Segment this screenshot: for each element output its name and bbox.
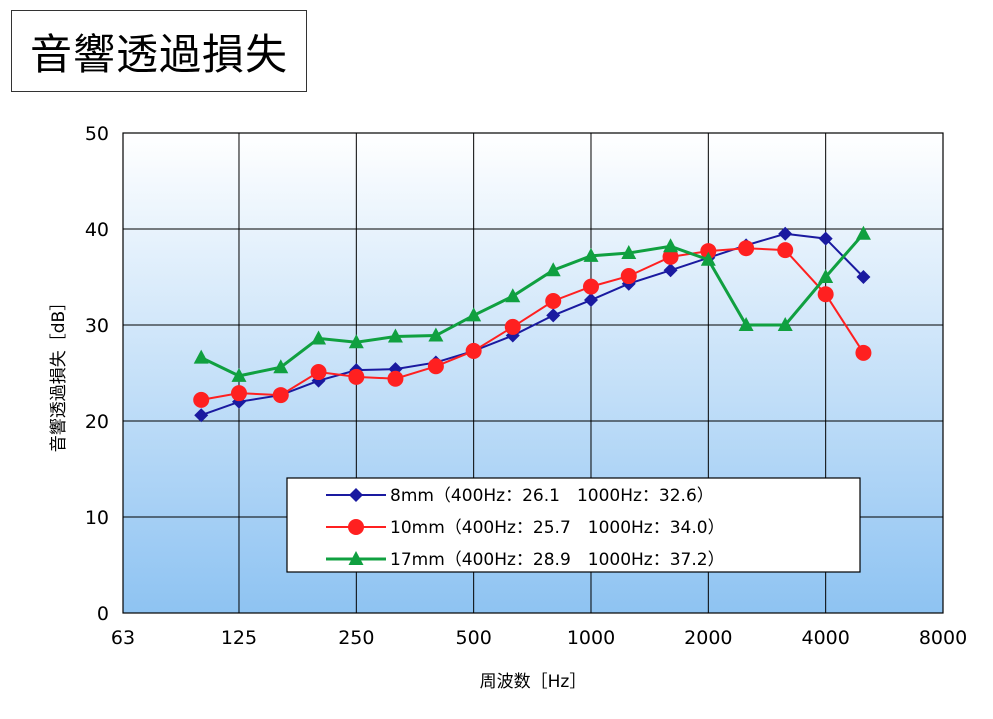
data-point bbox=[856, 270, 871, 284]
data-point bbox=[818, 231, 833, 246]
data-point bbox=[504, 318, 521, 335]
chart-title: 音響透過損失 bbox=[29, 29, 288, 79]
y-tick-label: 0 bbox=[97, 603, 109, 625]
data-point bbox=[583, 247, 599, 262]
data-point bbox=[193, 391, 210, 408]
series-3 bbox=[193, 225, 871, 382]
x-tick-label: 500 bbox=[456, 627, 492, 649]
data-point bbox=[311, 330, 327, 345]
data-point bbox=[428, 327, 444, 342]
data-point bbox=[620, 268, 637, 285]
data-point bbox=[231, 367, 247, 382]
data-point bbox=[855, 225, 871, 240]
data-point bbox=[818, 269, 834, 283]
x-tick-labels: 63 125 250 500 1000 2000 4000 8000 bbox=[111, 627, 967, 649]
data-point bbox=[427, 358, 444, 375]
data-point bbox=[663, 263, 678, 278]
x-tick-label: 4000 bbox=[801, 627, 849, 649]
data-point bbox=[662, 248, 679, 265]
data-point bbox=[387, 328, 403, 343]
legend-entry: 8mm（400Hz：26.1 1000Hz：32.6） bbox=[390, 486, 714, 506]
data-point bbox=[855, 344, 872, 361]
data-point bbox=[817, 286, 834, 303]
data-point bbox=[465, 342, 482, 359]
series-line bbox=[200, 232, 865, 417]
data-point bbox=[273, 359, 289, 374]
x-tick-label: 63 bbox=[111, 627, 135, 649]
y-tick-label: 40 bbox=[85, 219, 109, 241]
x-tick-label: 8000 bbox=[919, 627, 967, 649]
data-point bbox=[193, 349, 209, 364]
data-point bbox=[387, 370, 404, 387]
y-tick-label: 50 bbox=[85, 123, 109, 145]
data-point bbox=[194, 408, 209, 423]
y-tick-label: 20 bbox=[85, 411, 109, 433]
data-point bbox=[700, 243, 717, 260]
data-point bbox=[272, 387, 289, 404]
x-axis-label: 周波数［Hz］ bbox=[480, 672, 587, 692]
data-point bbox=[348, 334, 364, 349]
y-tick-labels: 0 10 20 30 40 50 bbox=[85, 123, 109, 625]
legend-marker bbox=[348, 551, 364, 565]
y-tick-label: 10 bbox=[85, 507, 109, 529]
legend: 8mm（400Hz：26.1 1000Hz：32.6） 10mm（400Hz：25… bbox=[286, 477, 861, 573]
title-box: 音響透過損失 bbox=[11, 10, 307, 92]
data-point bbox=[230, 385, 247, 402]
legend-marker bbox=[348, 519, 364, 535]
x-tick-label: 250 bbox=[338, 627, 374, 649]
series-layer bbox=[193, 225, 872, 423]
data-point bbox=[738, 240, 755, 257]
legend-entry: 10mm（400Hz：25.7 1000Hz：34.0） bbox=[390, 518, 725, 538]
y-axis-label: 音響透過損失［dB］ bbox=[49, 294, 69, 452]
data-point bbox=[663, 238, 679, 253]
data-point bbox=[546, 308, 561, 323]
series-2 bbox=[193, 240, 872, 408]
data-point bbox=[738, 317, 754, 331]
data-point bbox=[583, 293, 598, 308]
data-point bbox=[545, 293, 562, 309]
x-tick-label: 1000 bbox=[567, 627, 615, 649]
data-point bbox=[778, 226, 793, 241]
legend-box bbox=[286, 477, 861, 573]
x-tick-label: 2000 bbox=[684, 627, 732, 649]
y-tick-label: 30 bbox=[85, 315, 109, 337]
data-point bbox=[700, 251, 716, 266]
data-point bbox=[310, 364, 327, 381]
data-point bbox=[545, 262, 561, 277]
data-point bbox=[348, 368, 365, 385]
data-point bbox=[777, 242, 794, 259]
legend-entry: 17mm（400Hz：28.9 1000Hz：37.2） bbox=[390, 550, 725, 570]
legend-marker bbox=[349, 488, 363, 502]
data-point bbox=[621, 245, 637, 259]
x-tick-label: 125 bbox=[221, 627, 257, 649]
data-point bbox=[505, 288, 521, 303]
data-point bbox=[582, 278, 599, 295]
data-point bbox=[466, 307, 482, 322]
data-point bbox=[777, 317, 793, 331]
